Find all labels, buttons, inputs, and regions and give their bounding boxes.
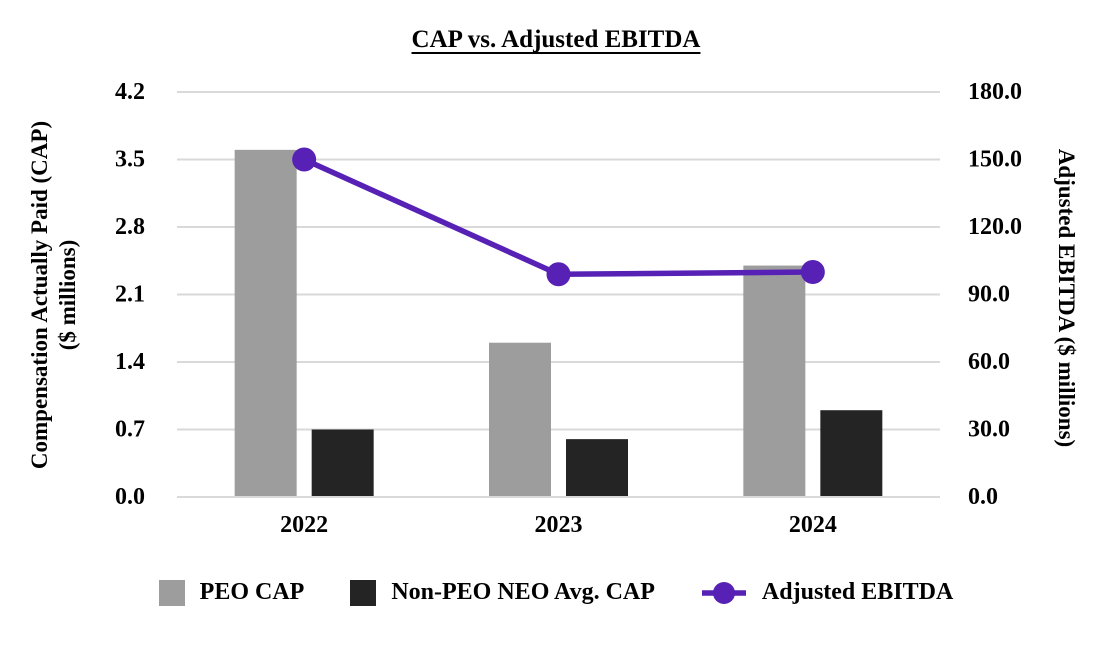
bar-non-peo-neo-avg-cap <box>566 439 628 497</box>
right-axis-tick-label: 60.0 <box>968 349 1010 375</box>
left-axis-tick-label: 3.5 <box>115 147 145 173</box>
ebitda-marker <box>546 262 571 287</box>
left-axis-tick-label: 0.7 <box>115 417 145 443</box>
legend-item-peo-cap: PEO CAP <box>158 579 305 606</box>
left-axis-tick-label: 1.4 <box>115 349 145 375</box>
right-axis-tick-label: 90.0 <box>968 282 1010 308</box>
x-axis-label: 2023 <box>535 512 583 538</box>
legend-item-adjusted-ebitda: Adjusted EBITDA <box>701 579 953 606</box>
x-axis-label: 2022 <box>280 512 328 538</box>
bar-peo-cap <box>489 342 551 497</box>
left-axis-tick-label: 2.1 <box>115 282 145 308</box>
legend-label: PEO CAP <box>199 579 305 605</box>
right-axis-tick-label: 150.0 <box>968 147 1022 173</box>
bar-peo-cap <box>234 149 297 497</box>
left-axis-tick-label: 0.0 <box>115 484 145 510</box>
ebitda-marker <box>292 147 317 172</box>
ebitda-marker <box>800 260 825 284</box>
legend: PEO CAP Non-PEO NEO Avg. CAP Adjusted EBIT… <box>0 579 1112 606</box>
right-axis-tick-label: 30.0 <box>968 417 1010 443</box>
legend-circle <box>712 581 735 604</box>
legend-swatch <box>158 579 185 606</box>
right-axis-tick-label: 120.0 <box>968 214 1022 240</box>
right-axis-tick-label: 180.0 <box>968 79 1022 105</box>
legend-swatch <box>350 579 377 606</box>
x-axis-label: 2024 <box>789 512 837 538</box>
bar-peo-cap <box>743 265 806 497</box>
chart-title: CAP vs. Adjusted EBITDA <box>411 26 701 53</box>
bar-non-peo-neo-avg-cap <box>311 429 374 497</box>
right-axis-tick-label: 0.0 <box>968 484 998 510</box>
legend-item-non-peo-neo-avg-cap: Non-PEO NEO Avg. CAP <box>350 579 655 606</box>
left-axis-tick-label: 4.2 <box>115 79 145 105</box>
ebitda-line <box>303 156 813 278</box>
legend-label: Non-PEO NEO Avg. CAP <box>391 579 655 605</box>
legend-line-marker-icon <box>701 581 746 604</box>
legend-label: Adjusted EBITDA <box>761 579 954 605</box>
left-axis-tick-label: 2.8 <box>115 214 145 240</box>
bar-non-peo-neo-avg-cap <box>820 410 883 497</box>
